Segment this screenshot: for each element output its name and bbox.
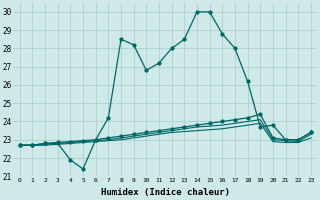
X-axis label: Humidex (Indice chaleur): Humidex (Indice chaleur) <box>101 188 230 197</box>
